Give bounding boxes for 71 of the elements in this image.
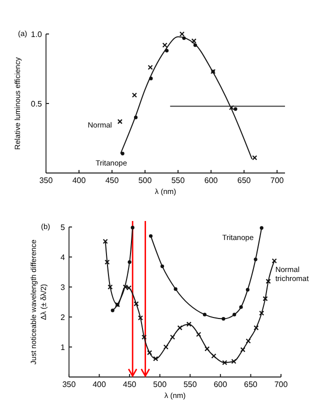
y-tick-label: 3 <box>60 283 66 292</box>
point <box>148 64 153 70</box>
point <box>160 264 164 268</box>
point <box>122 284 128 290</box>
point <box>246 288 250 292</box>
point <box>254 325 259 330</box>
y-tick-label: 4 <box>60 253 66 262</box>
x-tick-label: 650 <box>237 176 252 185</box>
x-tick-label: 700 <box>274 380 288 389</box>
point <box>148 234 153 238</box>
y-tick-label: 5 <box>60 223 66 232</box>
point <box>170 334 176 340</box>
point <box>174 287 178 291</box>
point <box>142 334 147 340</box>
point <box>262 296 268 302</box>
point <box>228 105 234 110</box>
x-tick-label: 450 <box>105 176 120 185</box>
x-tick-label: 400 <box>72 176 86 185</box>
point <box>252 155 258 160</box>
point <box>117 119 122 124</box>
point <box>162 42 168 48</box>
y-tick-label: 0.5 <box>30 100 43 108</box>
point <box>179 31 185 37</box>
point <box>211 353 216 359</box>
x-tick-label: 700 <box>270 176 284 185</box>
point <box>234 107 238 111</box>
point <box>104 260 110 265</box>
point <box>126 285 132 290</box>
point <box>240 347 246 352</box>
point <box>232 312 236 316</box>
point <box>130 226 134 230</box>
point <box>177 325 182 330</box>
y-tick-label: 1 <box>60 343 66 352</box>
x-tick-label: 600 <box>204 176 218 185</box>
x-tick-label: 450 <box>122 380 137 389</box>
point <box>204 346 210 352</box>
point <box>132 92 138 98</box>
y-tick-label: 1.0 <box>30 30 43 39</box>
point <box>147 350 152 356</box>
point <box>138 315 144 320</box>
x-tick-label: 600 <box>214 380 228 389</box>
x-tick-label: 550 <box>183 380 198 389</box>
point <box>266 278 271 284</box>
point <box>239 305 243 309</box>
point <box>246 338 251 344</box>
x-tick-label: 350 <box>39 176 54 185</box>
point <box>222 360 228 366</box>
point <box>259 310 264 316</box>
x-tick-label: 550 <box>171 176 186 185</box>
x-tick-label: 400 <box>92 380 107 389</box>
x-tick-label: 500 <box>153 380 168 389</box>
point <box>222 317 226 321</box>
point <box>196 332 202 337</box>
point <box>254 258 258 262</box>
point <box>134 301 139 306</box>
point <box>153 356 158 362</box>
x-tick-label: 650 <box>244 380 258 389</box>
point <box>110 308 114 312</box>
y-tick-label: 2 <box>60 313 66 322</box>
x-tick-label: 500 <box>138 176 152 185</box>
point <box>202 312 206 316</box>
point <box>120 152 124 156</box>
point <box>191 38 196 44</box>
point <box>165 48 169 52</box>
x-tick-label: 350 <box>62 380 76 389</box>
point <box>186 322 192 327</box>
point <box>260 226 264 230</box>
point <box>231 358 236 364</box>
point <box>108 284 113 290</box>
point <box>163 344 168 350</box>
point <box>128 260 132 264</box>
